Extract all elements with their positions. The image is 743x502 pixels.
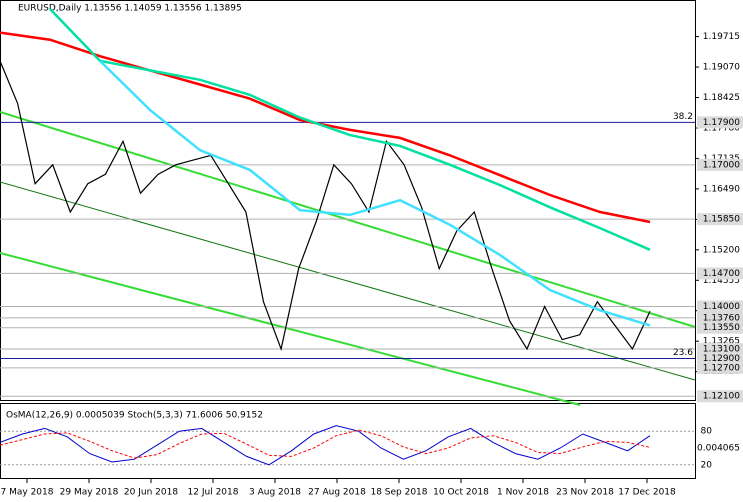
y-tick-label: 1.19715 — [703, 32, 740, 42]
y-tick-label: 1.13265 — [703, 337, 740, 347]
level-label-box — [697, 267, 743, 280]
y-tick-label: 1.16490 — [703, 184, 740, 194]
x-tick-label: 18 Sep 2018 — [370, 488, 427, 498]
y-tick-label: 80 — [701, 427, 713, 437]
level-label: 1.14700 — [703, 269, 740, 279]
level-label-box — [697, 158, 743, 171]
level-label: 1.12100 — [703, 392, 740, 402]
y-tick-label: 1.18425 — [703, 93, 740, 103]
price-line — [99, 60, 651, 327]
level-label-box — [697, 311, 743, 324]
y-tick-label: 1.17780 — [703, 123, 740, 133]
oscillator-pane — [0, 403, 696, 479]
x-tick-label: 3 Aug 2018 — [249, 488, 301, 498]
level-label-box — [697, 352, 743, 365]
x-tick-label: 12 Jul 2018 — [188, 488, 239, 498]
oscillator-scale-label: 0.004065 — [697, 444, 740, 454]
main-pane — [0, 0, 696, 401]
oscillator-line — [0, 429, 651, 459]
y-tick-label: 1.15200 — [703, 245, 740, 255]
x-tick-label: 17 Dec 2018 — [618, 488, 676, 498]
level-label-box — [697, 361, 743, 374]
level-label-box — [697, 321, 743, 334]
x-tick-label: 10 Oct 2018 — [433, 488, 489, 498]
x-tick-label: 27 Aug 2018 — [308, 488, 366, 498]
fib-label: 38.2 — [673, 112, 693, 122]
level-label-box — [697, 390, 743, 403]
y-tick-label: 1.14555 — [703, 276, 740, 286]
level-label: 1.13760 — [703, 313, 740, 323]
level-label: 1.17000 — [703, 160, 740, 170]
level-label: 1.12700 — [703, 363, 740, 373]
fib-label: 23.6 — [673, 348, 693, 358]
level-label: 1.17900 — [703, 118, 740, 128]
oscillator-line — [0, 425, 651, 466]
price-line — [0, 31, 651, 224]
level-label-box — [697, 342, 743, 355]
level-label-box — [697, 213, 743, 226]
y-tick-label: 1.19070 — [703, 63, 740, 73]
level-label: 1.15850 — [703, 215, 740, 225]
x-tick-label: 7 May 2018 — [1, 488, 54, 498]
price-line — [0, 60, 651, 352]
level-label: 1.13550 — [703, 323, 740, 333]
channel-lower — [0, 252, 581, 406]
x-tick-label: 29 May 2018 — [60, 488, 119, 498]
x-tick-label: 23 Nov 2018 — [556, 488, 614, 498]
oscillator-title: OsMA(12,26,9) 0.0005039 Stoch(5,3,3) 71.… — [6, 411, 263, 421]
level-label: 1.14000 — [703, 302, 740, 312]
level-label: 1.12900 — [703, 354, 740, 364]
channel-middle — [0, 181, 696, 381]
level-label-box — [697, 300, 743, 313]
chart-title: EURUSD,Daily 1.13556 1.14059 1.13556 1.1… — [18, 4, 242, 14]
y-tick-label: 20 — [701, 460, 713, 470]
level-label: 1.13100 — [703, 344, 740, 354]
level-label-box — [697, 116, 743, 129]
x-tick-label: 20 Jun 2018 — [124, 488, 178, 498]
x-tick-label: 1 Nov 2018 — [497, 488, 549, 498]
price-line — [49, 8, 651, 251]
